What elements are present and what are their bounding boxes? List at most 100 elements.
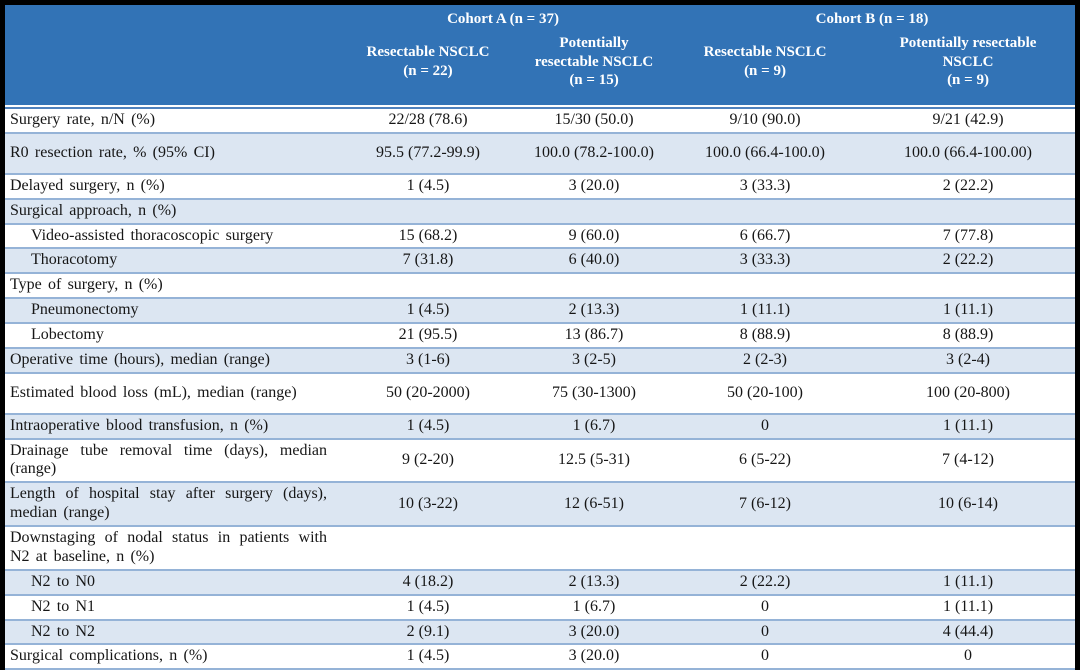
cell-value: 9 (2-20) — [337, 439, 519, 484]
cell-value: 1 (6.7) — [519, 595, 670, 621]
column-header-n: (n = 22) — [403, 63, 453, 79]
cell-value: 9/21 (42.9) — [861, 107, 1076, 134]
cell-value: 100.0 (78.2-100.0) — [519, 133, 670, 175]
cell-value: 2 (22.2) — [861, 174, 1076, 200]
row-label: Video-assisted thoracoscopic surgery — [5, 224, 337, 250]
row-label: Drainage tube removal time (days), media… — [5, 439, 337, 484]
cell-value — [669, 199, 862, 225]
cell-value: 9/10 (90.0) — [669, 107, 862, 134]
cell-value: 3 (20.0) — [519, 645, 670, 670]
cell-value: 3 (2-4) — [861, 348, 1076, 374]
cell-value: 1 (11.1) — [861, 299, 1076, 324]
cell-value: 95.5 (77.2-99.9) — [337, 133, 519, 175]
cell-value: 15/30 (50.0) — [519, 107, 670, 134]
column-header-potentially-resectable-b: Potentially resectable NSCLC (n = 9) — [861, 29, 1076, 107]
table-row: Surgery rate, n/N (%) 22/28 (78.6) 15/30 (… — [5, 107, 1076, 134]
table-row: Length of hospital stay after surgery (d… — [5, 483, 1076, 527]
table-row: Intraoperative blood transfusion, n (%) 1… — [5, 414, 1076, 440]
cohort-a-header: Cohort A (n = 37) — [337, 5, 670, 29]
column-header-resectable-b: Resectable NSCLC (n = 9) — [669, 29, 862, 107]
surgical-outcomes-table: Cohort A (n = 37) Cohort B (n = 18) Rese… — [5, 5, 1076, 670]
cell-value — [519, 527, 670, 571]
table-row: R0 resection rate, % (95% CI) 95.5 (77.2-… — [5, 133, 1076, 175]
table-row: Type of surgery, n (%) — [5, 274, 1076, 300]
table-header: Cohort A (n = 37) Cohort B (n = 18) Rese… — [5, 5, 1076, 107]
cell-value: 10 (3-22) — [337, 483, 519, 527]
cell-value: 9 (60.0) — [519, 224, 670, 250]
cell-value: 2 (9.1) — [337, 620, 519, 646]
table-row: N2 to N2 2 (9.1) 3 (20.0) 0 4 (44.4) — [5, 620, 1076, 646]
cell-value: 3 (1-6) — [337, 348, 519, 374]
column-header-n: (n = 9) — [947, 72, 989, 89]
table-frame: Cohort A (n = 37) Cohort B (n = 18) Rese… — [5, 5, 1076, 670]
cell-value: 3 (33.3) — [669, 174, 862, 200]
cell-value: 50 (20-2000) — [337, 373, 519, 415]
cell-value — [337, 274, 519, 300]
cell-value: 1 (4.5) — [337, 595, 519, 621]
cell-value: 1 (11.1) — [861, 414, 1076, 440]
corner-cell — [5, 29, 337, 107]
cell-value: 22/28 (78.6) — [337, 107, 519, 134]
cell-value: 2 (2-3) — [669, 348, 862, 374]
table-row: Lobectomy 21 (95.5) 13 (86.7) 8 (88.9) 8 (88… — [5, 324, 1076, 349]
cell-value: 4 (44.4) — [861, 620, 1076, 646]
table-row: Drainage tube removal time (days), media… — [5, 439, 1076, 484]
table-row: N2 to N1 1 (4.5) 1 (6.7) 0 1 (11.1) — [5, 595, 1076, 621]
cell-value: 0 — [669, 595, 862, 621]
table-row: Video-assisted thoracoscopic surgery 15 (… — [5, 224, 1076, 250]
cell-value: 3 (20.0) — [519, 620, 670, 646]
cell-value — [337, 199, 519, 225]
corner-cell — [5, 5, 337, 29]
table-row: N2 to N0 4 (18.2) 2 (13.3) 2 (22.2) 1 (11.1) — [5, 570, 1076, 596]
cell-value: 8 (88.9) — [861, 324, 1076, 349]
column-header-label: Potentially resectable NSCLC — [534, 34, 654, 70]
cell-value: 1 (11.1) — [861, 570, 1076, 596]
cell-value: 1 (11.1) — [861, 595, 1076, 621]
cell-value: 1 (4.5) — [337, 299, 519, 324]
table-row: Downstaging of nodal status in patients … — [5, 527, 1076, 571]
column-header-label: Potentially resectable NSCLC — [899, 34, 1037, 70]
cell-value — [669, 527, 862, 571]
cell-value: 3 (33.3) — [669, 249, 862, 275]
row-label: R0 resection rate, % (95% CI) — [5, 133, 337, 175]
cell-value: 100.0 (66.4-100.0) — [669, 133, 862, 175]
cell-value: 3 (20.0) — [519, 174, 670, 200]
cell-value: 100 (20-800) — [861, 373, 1076, 415]
cell-value: 1 (4.5) — [337, 414, 519, 440]
cell-value: 15 (68.2) — [337, 224, 519, 250]
row-label: Downstaging of nodal status in patients … — [5, 527, 337, 571]
column-header-n: (n = 15) — [569, 72, 619, 89]
column-header-potentially-resectable-a: Potentially resectable NSCLC (n = 15) — [519, 29, 670, 107]
cell-value: 6 (40.0) — [519, 249, 670, 275]
row-label: Operative time (hours), median (range) — [5, 348, 337, 374]
cell-value: 3 (2-5) — [519, 348, 670, 374]
cohort-header-row: Cohort A (n = 37) Cohort B (n = 18) — [5, 5, 1076, 29]
row-label: N2 to N0 — [5, 570, 337, 596]
cell-value — [669, 274, 862, 300]
row-label: Thoracotomy — [5, 249, 337, 275]
cell-value — [861, 527, 1076, 571]
cell-value: 13 (86.7) — [519, 324, 670, 349]
row-label: Surgical complications, n (%) — [5, 645, 337, 670]
cell-value: 50 (20-100) — [669, 373, 862, 415]
subgroup-header-row: Resectable NSCLC (n = 22) Potentially re… — [5, 29, 1076, 107]
cell-value: 0 — [669, 645, 862, 670]
row-label: Surgical approach, n (%) — [5, 199, 337, 225]
cell-value: 2 (13.3) — [519, 299, 670, 324]
row-label: Type of surgery, n (%) — [5, 274, 337, 300]
cell-value: 0 — [861, 645, 1076, 670]
column-header-label: Resectable NSCLC — [703, 44, 827, 61]
cell-value: 2 (22.2) — [861, 249, 1076, 275]
cell-value: 6 (5-22) — [669, 439, 862, 484]
cell-value: 100.0 (66.4-100.00) — [861, 133, 1076, 175]
cell-value — [861, 199, 1076, 225]
cell-value: 4 (18.2) — [337, 570, 519, 596]
cell-value: 0 — [669, 620, 862, 646]
cell-value: 1 (4.5) — [337, 174, 519, 200]
cell-value — [337, 527, 519, 571]
cell-value: 7 (6-12) — [669, 483, 862, 527]
cell-value: 1 (6.7) — [519, 414, 670, 440]
table-row: Surgical approach, n (%) — [5, 199, 1076, 225]
column-header-n: (n = 9) — [744, 63, 786, 79]
table-body: Surgery rate, n/N (%) 22/28 (78.6) 15/30 (… — [5, 107, 1076, 670]
